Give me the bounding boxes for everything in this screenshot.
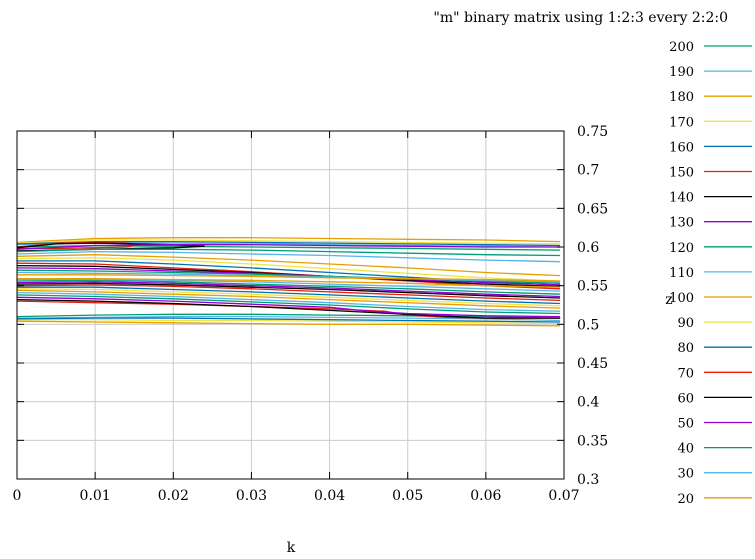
legend-label-200: 200 <box>669 40 694 55</box>
y-tick-label: 0.6 <box>577 240 599 256</box>
x-tick-label: 0.06 <box>470 488 501 504</box>
y-tick-label: 0.75 <box>577 124 608 140</box>
legend-label-100: 100 <box>669 291 694 306</box>
contour-line-120-upper <box>16 248 561 257</box>
contour-line-190-lower <box>16 315 561 322</box>
contour-line-30-lower <box>17 278 561 292</box>
contour-line-130-upper <box>16 244 561 250</box>
y-tick-label: 0.55 <box>577 279 608 295</box>
x-tick-label: 0 <box>13 488 22 504</box>
legend-label-110: 110 <box>669 266 694 281</box>
contour-line-180-lower <box>16 320 561 327</box>
contour-line-170-upper <box>16 239 561 245</box>
legend-label-70: 70 <box>677 366 694 381</box>
contour-line-110-upper <box>16 250 561 263</box>
legend-label-90: 90 <box>677 316 694 331</box>
x-tick-label: 0.07 <box>548 488 579 504</box>
contour-line-70-lower <box>16 284 561 302</box>
contour-line-140-lower <box>16 298 561 319</box>
contour-line-50-lower <box>16 281 561 298</box>
contour-line-40-lower <box>16 279 561 295</box>
contour-line-100-upper <box>16 254 561 277</box>
y-tick-label: 0.4 <box>577 395 599 411</box>
contour-line-90-upper <box>16 257 561 282</box>
contour-line-80-lower <box>17 286 561 305</box>
contour-line-60-lower <box>16 282 561 299</box>
legend-label-80: 80 <box>677 341 694 356</box>
contour-line-160-upper <box>16 240 561 247</box>
legend-label-140: 140 <box>669 191 694 206</box>
contour-line-170-lower <box>17 319 561 325</box>
contour-line-160-lower <box>16 317 561 323</box>
y-tick-label: 0.7 <box>577 163 599 179</box>
x-axis-label: k <box>287 540 296 556</box>
legend-label-40: 40 <box>677 442 694 457</box>
legend-label-150: 150 <box>669 166 694 181</box>
x-tick-label: 0.02 <box>158 488 189 504</box>
contour-line-20-lower <box>17 278 561 288</box>
contour-line-30-upper <box>16 271 561 283</box>
contour-line-20-upper <box>17 274 561 282</box>
y-tick-label: 0.45 <box>577 356 608 372</box>
legend-label-180: 180 <box>669 90 694 105</box>
x-tick-label: 0.05 <box>392 488 423 504</box>
legend-label-190: 190 <box>669 65 694 80</box>
plot-frame <box>16 130 565 480</box>
y-axis-label: z <box>665 292 672 308</box>
legend-label-50: 50 <box>677 417 694 432</box>
y-tick-label: 0.65 <box>577 201 608 217</box>
chart-title: "m" binary matrix using 1:2:3 every 2:2:… <box>433 10 728 26</box>
y-tick-label: 0.35 <box>577 433 608 449</box>
legend-label-30: 30 <box>677 467 694 482</box>
contour-lines <box>16 237 561 327</box>
x-tick-label: 0.01 <box>80 488 111 504</box>
legend-label-20: 20 <box>677 492 694 507</box>
legend-label-130: 130 <box>669 216 694 231</box>
x-tick-label: 0.04 <box>314 488 345 504</box>
contour-line-200-lower <box>16 313 561 319</box>
contour-line-100-lower <box>16 289 561 309</box>
y-tick-label: 0.3 <box>577 472 599 488</box>
axis-ticks: 0 0.01 0.02 0.03 0.04 0.05 0.06 0.070.3 0.35 0.4 0… <box>13 124 609 504</box>
legend-label-60: 60 <box>677 391 694 406</box>
contour-line-130-lower <box>16 296 561 318</box>
contour-line-90-lower <box>16 288 561 307</box>
contour-line-180-upper <box>16 237 561 244</box>
x-tick-label: 0.03 <box>236 488 267 504</box>
legend-label-120: 120 <box>669 241 694 256</box>
contour-line-120-lower <box>16 294 561 315</box>
legend-label-170: 170 <box>669 115 694 130</box>
contour-line-110-lower <box>16 291 561 312</box>
y-tick-label: 0.5 <box>577 317 599 333</box>
legend-label-160: 160 <box>669 140 694 155</box>
legend: 200 190 180 170 160 150 140 130 120 110 100 90 80 70 6… <box>669 40 752 507</box>
